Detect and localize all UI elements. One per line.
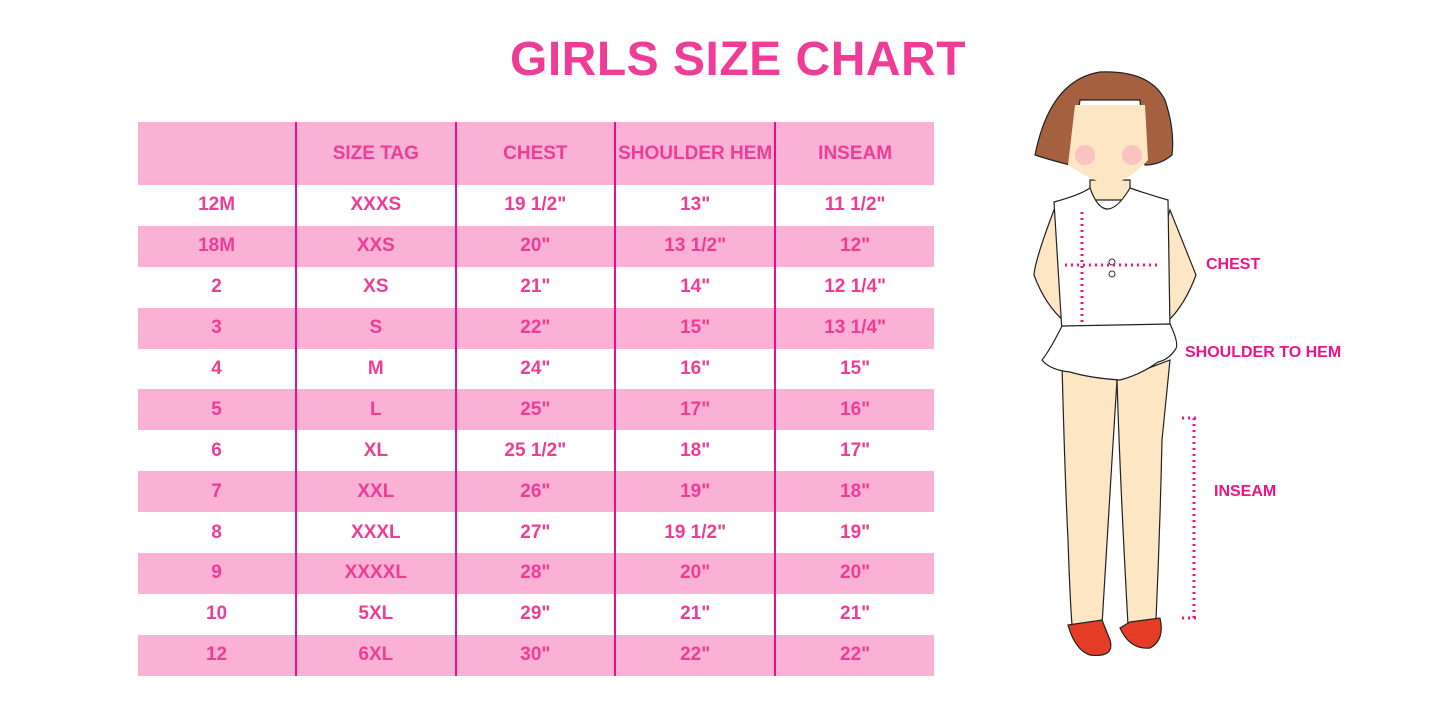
cell-chest: 26" (454, 471, 616, 513)
cell-size-tag: XXXL (295, 512, 456, 554)
table-row: 8 XXXL 27" 19 1/2" 19" (138, 512, 934, 554)
cell-shoulder-hem: 13 1/2" (614, 225, 776, 267)
cell-shoulder-hem: 17" (614, 389, 776, 431)
cell-inseam: 11 1/2" (774, 185, 934, 226)
cell-inseam: 22" (774, 634, 934, 676)
cell-inseam: 13 1/4" (774, 307, 934, 349)
cell-shoulder-hem: 13" (614, 185, 776, 226)
cell-inseam: 17" (774, 430, 934, 472)
cell-chest: 22" (454, 307, 616, 349)
cell-inseam: 12" (774, 225, 934, 267)
cell-size-tag: S (295, 307, 456, 349)
cell-size: 4 (211, 358, 222, 379)
cell-size-tag: XXL (295, 471, 456, 513)
girl-figure-icon (1033, 71, 1200, 657)
cell-inseam: 18" (774, 471, 934, 513)
cell-shoulder-hem: 18" (614, 430, 776, 472)
cell-size-tag: 5XL (295, 593, 456, 635)
table-row: 10 5XL 29" 21" 21" (138, 593, 934, 635)
cell-shoulder-hem: 19 1/2" (614, 512, 776, 554)
cell-inseam: 15" (774, 348, 934, 390)
table-row: 18M XXS 20" 13 1/2" 12" (138, 225, 934, 267)
header-shoulder-hem: SHOULDER HEM (614, 122, 776, 185)
table-row: 12 6XL 30" 22" 22" (138, 634, 934, 676)
cell-chest: 20" (454, 225, 616, 267)
cell-chest: 27" (454, 512, 616, 554)
cell-size: 9 (138, 553, 297, 594)
table-row: 9 XXXXL 28" 20" 20" (138, 553, 934, 594)
page-title: GIRLS SIZE CHART (510, 33, 967, 86)
label-shoulder-to-hem: SHOULDER TO HEM (1185, 344, 1342, 361)
cell-chest: 30" (454, 634, 616, 676)
cell-size: 12 (138, 634, 297, 676)
cell-shoulder-hem: 22" (614, 634, 776, 676)
label-inseam: INSEAM (1214, 483, 1277, 500)
cell-size-tag: XXS (295, 225, 456, 267)
label-chest: CHEST (1206, 256, 1261, 273)
cell-size-tag: M (295, 348, 456, 390)
cell-shoulder-hem: 14" (614, 266, 776, 308)
cell-chest: 28" (454, 553, 616, 594)
cell-shoulder-hem: 20" (614, 553, 776, 594)
cell-size: 3 (138, 307, 297, 349)
header-size (138, 122, 297, 185)
cell-chest: 29" (454, 593, 616, 635)
cell-size: 7 (138, 471, 297, 513)
header-size-tag: SIZE TAG (295, 122, 456, 185)
cell-size: 8 (211, 521, 222, 543)
girl-illustration: CHEST SHOULDER TO HEM INSEAM (1020, 60, 1380, 665)
cell-inseam: 21" (774, 593, 934, 635)
cell-shoulder-hem: 21" (614, 593, 776, 635)
cell-inseam: 12 1/4" (774, 266, 934, 308)
cell-size: 6 (211, 439, 222, 461)
header-chest: CHEST (454, 122, 616, 185)
cell-inseam: 16" (774, 389, 934, 431)
table-row: 12M XXXS 19 1/2" 13" 11 1/2" (138, 185, 934, 226)
cell-inseam: 20" (774, 553, 934, 594)
cell-chest: 24" (454, 348, 616, 390)
table-row: 7 XXL 26" 19" 18" (138, 471, 934, 513)
table-row: 3 S 22" 15" 13 1/4" (138, 307, 934, 349)
cell-size-tag: L (295, 389, 456, 431)
table-row: 4 M 24" 16" 15" (138, 348, 934, 390)
table-row: 2 XS 21" 14" 12 1/4" (138, 266, 934, 308)
size-table: SIZE TAG CHEST SHOULDER HEM INSEAM 12M XX… (138, 122, 934, 676)
table-row: 6 XL 25 1/2" 18" 17" (138, 430, 934, 472)
cell-size-tag: XXXS (295, 185, 456, 226)
cell-shoulder-hem: 19" (614, 471, 776, 513)
cell-shoulder-hem: 16" (614, 348, 776, 390)
table-header-row: SIZE TAG CHEST SHOULDER HEM INSEAM (138, 122, 934, 185)
cell-size-tag: XS (295, 266, 456, 308)
cell-chest: 25 1/2" (454, 430, 616, 472)
cell-size: 2 (211, 276, 222, 298)
cell-size: 5 (138, 389, 297, 431)
cell-chest: 19 1/2" (454, 185, 616, 226)
cell-size-tag: 6XL (295, 634, 456, 676)
cell-chest: 21" (454, 266, 616, 308)
cell-size-tag: XL (295, 430, 456, 472)
cell-chest: 25" (454, 389, 616, 431)
cell-size: 18M (138, 225, 297, 267)
table-row: 5 L 25" 17" 16" (138, 389, 934, 431)
cell-shoulder-hem: 15" (614, 307, 776, 349)
cell-size-tag: XXXXL (295, 553, 456, 594)
cell-size: 10 (205, 603, 228, 625)
cell-inseam: 19" (774, 512, 934, 554)
header-inseam: INSEAM (774, 122, 934, 185)
cell-size: 12M (198, 194, 236, 216)
